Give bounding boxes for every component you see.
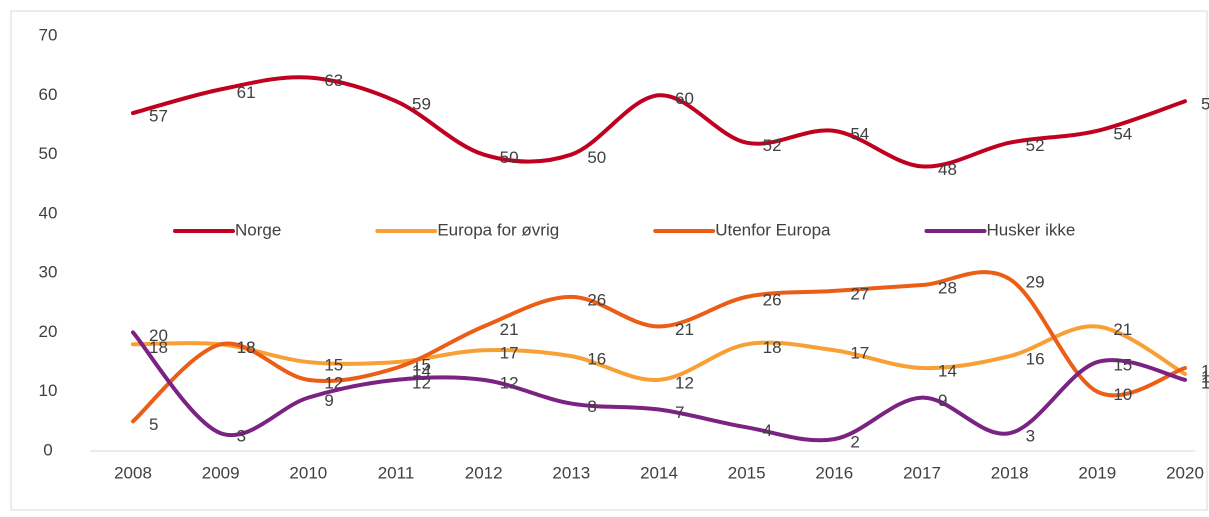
data-label: 18 <box>763 338 782 357</box>
data-label: 21 <box>500 320 519 339</box>
x-tick-label: 2014 <box>640 463 678 482</box>
data-label: 9 <box>324 391 333 410</box>
data-label: 26 <box>763 290 782 309</box>
data-label: 26 <box>587 290 606 309</box>
data-label: 12 <box>1201 373 1209 392</box>
data-label: 54 <box>1113 124 1132 143</box>
x-tick-label: 2020 <box>1166 463 1204 482</box>
data-label: 12 <box>675 373 694 392</box>
data-label: 61 <box>237 83 256 102</box>
x-tick-label: 2016 <box>815 463 853 482</box>
x-tick-label: 2012 <box>465 463 503 482</box>
y-tick-label: 40 <box>39 203 58 222</box>
data-label: 59 <box>412 95 431 114</box>
legend-label: Europa for øvrig <box>437 220 559 239</box>
legend-label: Norge <box>235 220 281 239</box>
data-label: 52 <box>1026 136 1045 155</box>
x-tick-label: 2010 <box>289 463 327 482</box>
data-label: 12 <box>500 373 519 392</box>
y-tick-label: 30 <box>39 263 58 282</box>
data-label: 3 <box>237 427 246 446</box>
data-label: 2 <box>850 433 859 452</box>
data-label: 14 <box>938 361 957 380</box>
data-label: 8 <box>587 397 596 416</box>
series-line <box>131 324 1187 382</box>
data-label: 60 <box>675 89 694 108</box>
x-tick-label: 2018 <box>991 463 1029 482</box>
data-label: 18 <box>237 338 256 357</box>
data-label: 57 <box>149 107 168 126</box>
x-tick-label: 2019 <box>1078 463 1116 482</box>
legend-label: Husker ikke <box>987 220 1076 239</box>
data-label: 15 <box>1113 356 1132 375</box>
data-label: 59 <box>1201 95 1209 114</box>
data-label: 50 <box>587 148 606 167</box>
data-label: 17 <box>500 344 519 363</box>
data-label: 14 <box>1201 361 1209 380</box>
data-label: 16 <box>1026 350 1045 369</box>
series-line <box>131 270 1187 424</box>
legend-label: Utenfor Europa <box>715 220 831 239</box>
data-label: 27 <box>850 284 869 303</box>
data-label: 4 <box>763 421 772 440</box>
y-tick-label: 10 <box>39 381 58 400</box>
data-label: 10 <box>1113 385 1132 404</box>
y-tick-label: 50 <box>39 144 58 163</box>
data-label: 16 <box>587 350 606 369</box>
data-label: 54 <box>850 124 869 143</box>
x-tick-label: 2008 <box>114 463 152 482</box>
x-tick-label: 2011 <box>378 463 415 482</box>
data-label: 20 <box>149 326 168 345</box>
y-tick-label: 0 <box>43 440 52 459</box>
data-label: 9 <box>938 391 947 410</box>
data-label: 63 <box>324 71 343 90</box>
y-tick-label: 20 <box>39 322 58 341</box>
x-tick-label: 2013 <box>552 463 590 482</box>
data-label: 17 <box>850 344 869 363</box>
data-label: 15 <box>324 356 343 375</box>
x-tick-label: 2017 <box>903 463 941 482</box>
data-label: 50 <box>500 148 519 167</box>
data-label: 48 <box>938 160 957 179</box>
series-line <box>131 75 1187 169</box>
data-label: 3 <box>1026 427 1035 446</box>
series-line <box>131 330 1187 443</box>
data-label: 52 <box>763 136 782 155</box>
y-tick-label: 60 <box>39 85 58 104</box>
data-label: 5 <box>149 415 158 434</box>
x-tick-label: 2015 <box>728 463 766 482</box>
data-label: 21 <box>1113 320 1132 339</box>
data-label: 29 <box>1026 273 1045 292</box>
data-label: 28 <box>938 278 957 297</box>
data-label: 18 <box>149 338 168 357</box>
data-label: 13 <box>1201 367 1209 386</box>
data-label: 12 <box>412 373 431 392</box>
x-tick-label: 2009 <box>202 463 240 482</box>
data-label: 7 <box>675 403 684 422</box>
data-label: 21 <box>675 320 694 339</box>
y-tick-label: 70 <box>39 25 58 44</box>
